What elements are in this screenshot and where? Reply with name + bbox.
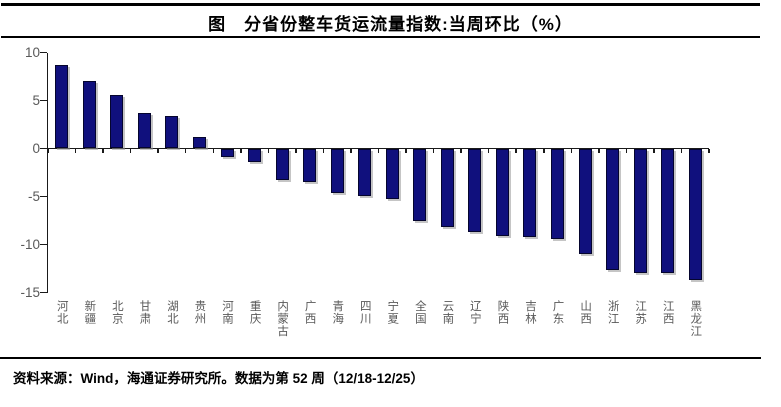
x-axis-tick [267,149,270,154]
title-divider-rule [1,36,760,38]
x-axis-tick [680,149,683,154]
x-axis-tick [157,149,159,154]
x-axis-tick [350,149,352,154]
bar [661,149,675,274]
bar [495,149,509,236]
x-axis-line [48,147,709,150]
x-axis-tick [322,149,325,154]
x-axis-tick [653,149,655,154]
y-axis-line [46,52,48,293]
y-axis-tick [40,291,47,294]
bar [82,81,96,149]
bar [110,94,124,149]
x-axis-label: 湖北 [165,300,178,325]
y-axis-tick-label: -5 [27,188,40,204]
y-axis-tick-label: -10 [20,236,40,252]
y-axis-tick [40,99,47,102]
x-axis-label: 浙江 [606,300,619,325]
bar [523,149,537,237]
x-axis-tick [405,149,407,154]
y-axis-tick [40,51,47,54]
x-axis-label: 河南 [221,300,234,325]
bar-chart: 10 5 0 -5 -10 -15 河北 新疆 北京 甘肃 湖北 贵州 河南 重庆 内蒙古 广西 青海 四川 宁夏全… [20,44,710,338]
x-axis-label: 陕西 [496,300,509,325]
x-axis-tick [102,149,104,154]
x-axis-label: 江苏 [634,300,647,325]
bar [413,149,427,222]
top-rule [1,3,760,6]
y-axis-tick [40,195,47,198]
x-axis-tick [212,149,214,154]
x-axis-label: 广西 [303,300,316,325]
x-axis-tick [432,149,435,154]
bar [358,149,372,197]
y-axis-tick [40,243,47,246]
bar [578,149,592,254]
x-axis-label: 黑龙江 [689,300,702,338]
x-axis-tick [625,149,628,154]
x-axis-label: 北京 [110,300,123,325]
x-axis-tick [377,149,380,154]
bar [55,64,69,149]
bar [385,149,399,200]
x-axis-tick [543,149,545,154]
y-axis-tick-label: 5 [32,92,40,108]
bar [688,149,702,280]
x-axis-label: 青海 [331,300,344,325]
bar [165,115,179,149]
x-axis-tick [570,149,573,154]
y-axis-tick-label: -15 [20,284,40,300]
bar [303,149,317,182]
bar [551,149,565,240]
x-axis-label: 辽宁 [468,300,481,325]
bar [468,149,482,232]
bar [633,149,647,274]
source-note: 资料来源：Wind，海通证券研究所。数据为第 52 周（12/18-12/25） [13,371,424,386]
x-axis-tick [129,149,132,154]
x-axis-tick [515,149,517,154]
x-axis-label: 重庆 [248,300,261,325]
bar [248,149,262,162]
x-axis-label: 全国 [413,300,426,325]
x-axis-label: 甘肃 [138,300,151,325]
bar [137,112,151,149]
bar [330,149,344,194]
x-axis-tick [460,149,462,154]
y-axis-tick-label: 10 [24,44,40,60]
x-axis-label: 广东 [551,300,564,325]
bar [220,149,234,157]
x-axis-tick [295,149,297,154]
figure-title: 图 分省份整车货运流量指数:当周环比（%） [208,15,573,34]
x-axis-label: 吉林 [523,300,536,325]
bar [192,136,206,149]
x-axis-label: 新疆 [83,300,96,325]
x-axis-label: 河北 [55,300,68,325]
x-axis-tick [74,149,77,154]
footer-rule [0,357,761,359]
y-axis-tick-label: 0 [32,140,40,156]
bar [606,149,620,271]
y-axis-tick [40,147,47,150]
x-axis-label: 四川 [358,300,371,325]
bar [275,149,289,180]
x-axis-tick [708,149,710,154]
x-axis-tick [598,149,600,154]
x-axis-label: 贵州 [193,300,206,325]
x-axis-label: 内蒙古 [276,300,289,338]
x-axis-label: 山西 [579,300,592,325]
x-axis-tick [184,149,187,154]
x-axis-tick [487,149,490,154]
x-axis-tick [240,149,242,154]
x-axis-label: 云南 [441,300,454,325]
x-axis-label: 江西 [661,300,674,325]
bar [440,149,454,227]
x-axis-tick [47,149,49,154]
x-axis-label: 宁夏 [386,300,399,325]
